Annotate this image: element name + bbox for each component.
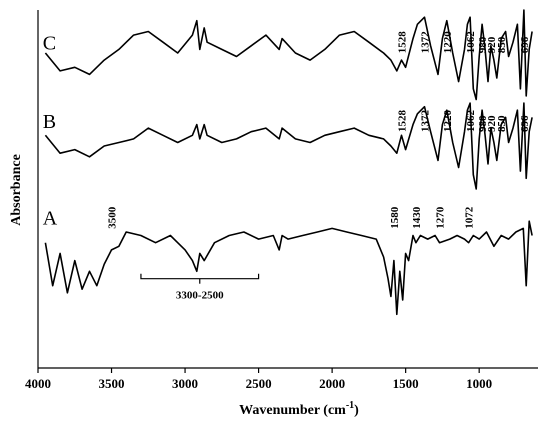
peak-label-C-920: 920 [486, 36, 498, 53]
peak-label-C-980: 980 [477, 36, 489, 53]
x-tick-label-3500: 3500 [99, 376, 125, 391]
peak-label-C-1220: 1220 [442, 31, 454, 54]
range-bracket [140, 273, 260, 280]
series-labels: C B A [43, 32, 58, 229]
y-axis-title: Absorbance [9, 154, 24, 226]
peak-label-B-1372: 1372 [420, 110, 432, 133]
peak-label-C-850: 850 [496, 36, 508, 53]
peak-label-B-1220: 1220 [442, 110, 454, 133]
x-tick-label-1500: 1500 [393, 376, 419, 391]
peak-label-C-1528: 1528 [397, 31, 409, 54]
spectra [44, 9, 533, 316]
peak-label-B-1062: 1062 [465, 110, 477, 133]
series-label-B: B [43, 111, 56, 133]
axes [37, 10, 538, 369]
peak-label-B-696: 696 [519, 115, 531, 132]
series-label-C: C [43, 32, 56, 54]
peak-label-A-1270: 1270 [435, 206, 447, 229]
x-tick-label-2000: 2000 [319, 376, 345, 391]
x-tick-label-4000: 4000 [25, 376, 51, 391]
peak-label-B-850: 850 [496, 115, 508, 132]
peak-label-A-1430: 1430 [411, 206, 423, 229]
spectrum-C [44, 9, 533, 101]
spectrum-B [44, 102, 533, 190]
peak-label-B-920: 920 [486, 115, 498, 132]
x-axis-title: Wavenumber (cm-1) [239, 400, 359, 418]
peak-label-A-1580: 1580 [389, 206, 401, 229]
range-label: 3300-2500 [176, 290, 224, 302]
series-label-A: A [43, 208, 58, 230]
peak-label-C-696: 696 [519, 36, 531, 53]
spectrum-A [44, 220, 533, 316]
peak-label-A-1072: 1072 [464, 206, 476, 229]
peak-label-A-3500: 3500 [107, 206, 119, 229]
peak-label-C-1062: 1062 [465, 31, 477, 54]
range-annotation: 3300-2500 [140, 273, 260, 302]
x-ticks: 4000 3500 3000 2500 2000 1500 1000 [25, 368, 492, 391]
peak-label-C-1372: 1372 [420, 31, 432, 54]
peak-label-B-980: 980 [477, 115, 489, 132]
peak-label-B-1528: 1528 [397, 110, 409, 133]
x-tick-label-1000: 1000 [466, 376, 492, 391]
x-tick-label-2500: 2500 [246, 376, 272, 391]
x-tick-label-3000: 3000 [172, 376, 198, 391]
